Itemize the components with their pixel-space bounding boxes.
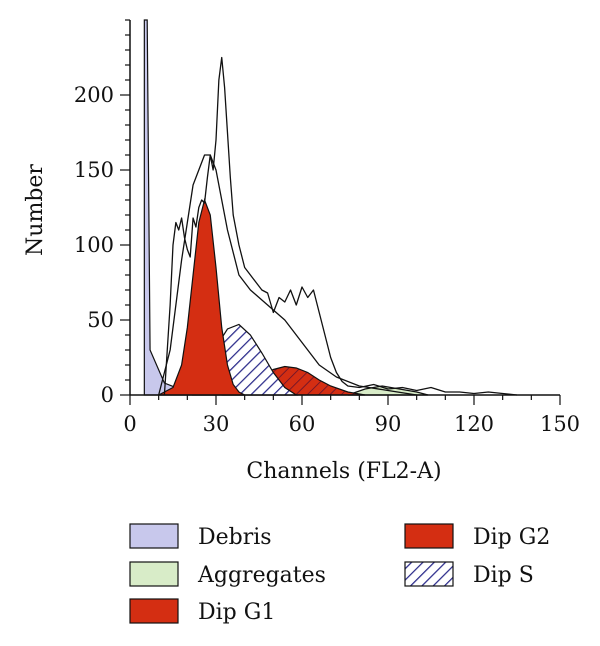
y-tick-label: 0 bbox=[101, 383, 114, 407]
legend-swatch bbox=[129, 598, 179, 624]
series-area-dip-g1 bbox=[158, 198, 245, 396]
x-tick-label: 60 bbox=[289, 412, 316, 436]
legend-item-debris: Debris bbox=[129, 523, 272, 550]
legend-label: Debris bbox=[198, 525, 272, 550]
legend-label: Dip G1 bbox=[198, 600, 275, 625]
x-tick-label: 0 bbox=[123, 412, 136, 436]
legend-item-aggregates: Aggregates bbox=[129, 561, 326, 588]
x-tick-label: 30 bbox=[203, 412, 230, 436]
legend-label: Dip S bbox=[473, 563, 534, 588]
series-line-raw-data bbox=[163, 56, 518, 396]
y-tick-label: 100 bbox=[74, 233, 114, 257]
y-tick-label: 50 bbox=[87, 308, 114, 332]
legend-item-dip-s: Dip S bbox=[404, 561, 534, 588]
y-tick-label: 150 bbox=[74, 158, 114, 182]
y-axis-title: Number bbox=[23, 164, 48, 256]
legend-swatch bbox=[404, 523, 454, 549]
x-axis-title: Channels (FL2-A) bbox=[246, 459, 441, 484]
legend-item-dip-g1: Dip G1 bbox=[129, 598, 275, 625]
axes: 0 30 60 90 120 150 0 50 100 150 200 bbox=[74, 19, 580, 436]
legend-swatch bbox=[404, 561, 454, 587]
legend: Debris Aggregates Dip G1 Dip G2 Dip S bbox=[129, 523, 550, 625]
y-tick-label: 200 bbox=[74, 83, 114, 107]
x-tick-label: 120 bbox=[454, 412, 494, 436]
x-tick-label: 150 bbox=[540, 412, 580, 436]
legend-swatch bbox=[129, 523, 179, 549]
legend-label: Dip G2 bbox=[473, 525, 550, 550]
legend-swatch bbox=[129, 561, 179, 587]
x-tick-label: 90 bbox=[375, 412, 402, 436]
plot-area bbox=[143, 19, 518, 396]
legend-item-dip-g2: Dip G2 bbox=[404, 523, 550, 550]
legend-label: Aggregates bbox=[197, 563, 326, 588]
